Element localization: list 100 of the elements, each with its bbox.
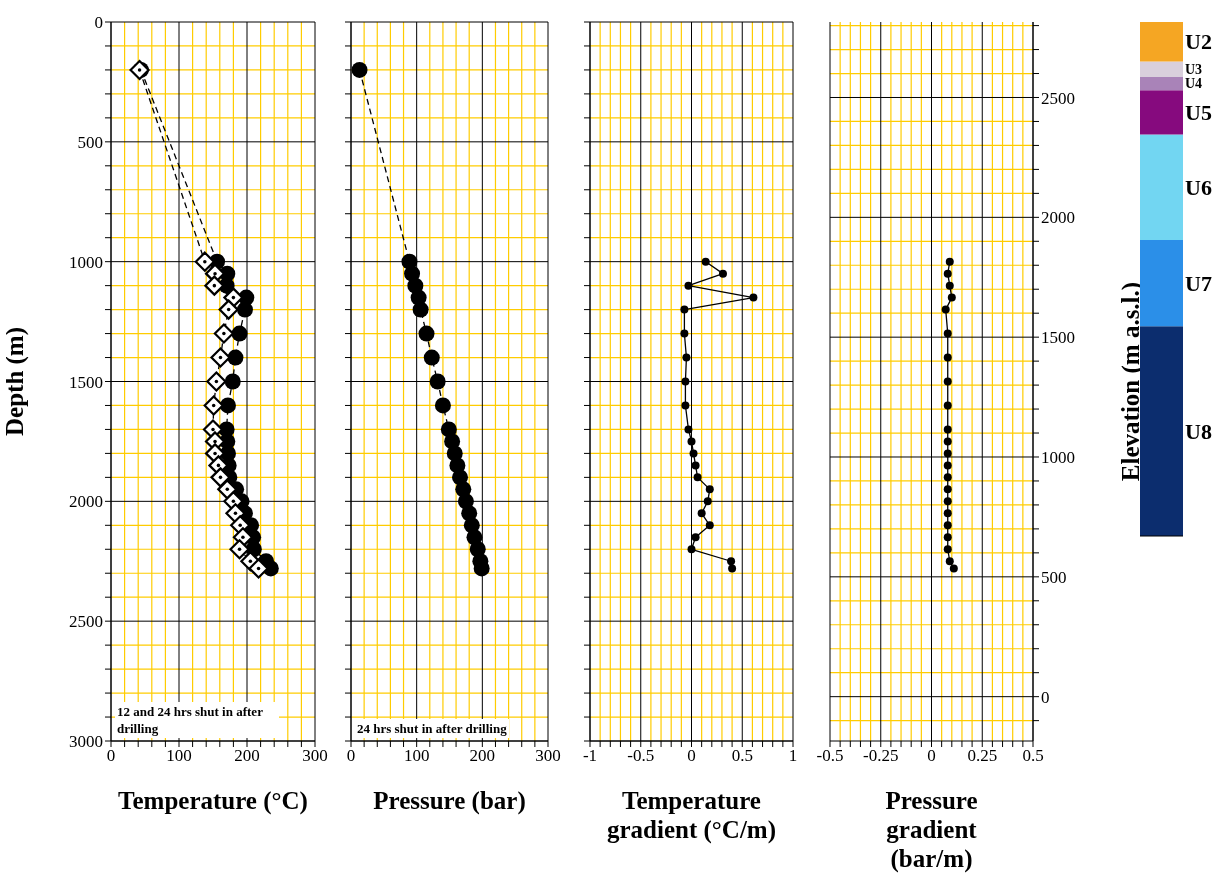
- y-tick-label: 2000: [1041, 208, 1075, 228]
- point: [703, 497, 712, 506]
- x-tick-label: 0: [346, 746, 356, 766]
- point: [943, 449, 952, 458]
- series-label: U7: [1185, 270, 1212, 296]
- series-label: U3: [1185, 61, 1203, 77]
- x-tick-label: -1: [582, 746, 598, 766]
- annotation: 24 hrs shut in after drilling: [355, 719, 509, 738]
- y-tick-label: 1500: [1041, 328, 1075, 348]
- point: [945, 281, 954, 290]
- y-tick-label: 2500: [1041, 88, 1075, 108]
- point: [434, 397, 451, 414]
- point: [693, 473, 702, 482]
- y-tick-label: 500: [1041, 567, 1067, 587]
- x-tick-label: -0.25: [863, 746, 899, 766]
- bar: [1140, 134, 1183, 240]
- series-label: U4: [1185, 76, 1203, 92]
- point: [217, 479, 238, 500]
- point: [684, 425, 693, 434]
- x-tick-label: 0.25: [967, 746, 998, 766]
- x-tick-label: 0.5: [1022, 746, 1044, 766]
- point: [210, 467, 231, 488]
- x-tick-label: 0: [106, 746, 116, 766]
- x-tick-label: 1: [788, 746, 798, 766]
- x-tick-label: -0.5: [627, 746, 655, 766]
- point: [224, 373, 241, 390]
- point: [943, 377, 952, 386]
- point: [691, 461, 700, 470]
- point: [213, 323, 234, 344]
- point: [947, 293, 956, 302]
- point: [429, 373, 446, 390]
- point: [236, 301, 253, 318]
- point: [412, 301, 429, 318]
- point: [351, 61, 368, 78]
- y-tick-label: 1000: [1041, 448, 1075, 468]
- point: [943, 269, 952, 278]
- point: [943, 461, 952, 470]
- point: [423, 349, 440, 366]
- point: [949, 564, 958, 573]
- point: [689, 449, 698, 458]
- point: [194, 251, 215, 272]
- point: [210, 347, 231, 368]
- point: [701, 257, 710, 266]
- point: [705, 485, 714, 494]
- x-tick-label: 200: [469, 746, 496, 766]
- point: [943, 401, 952, 410]
- point: [943, 497, 952, 506]
- point: [682, 353, 691, 362]
- point: [681, 377, 690, 386]
- point: [229, 539, 250, 560]
- point: [943, 353, 952, 362]
- point: [728, 564, 737, 573]
- y-tick-label: 2000: [69, 492, 103, 512]
- point: [727, 557, 736, 566]
- point: [203, 395, 224, 416]
- annotation: 12 and 24 hrs shut in after drilling: [115, 702, 279, 738]
- y-axis-title: Elevation (m a.s.l.): [1116, 281, 1145, 482]
- point: [943, 545, 952, 554]
- point: [684, 281, 693, 290]
- point: [945, 557, 954, 566]
- point: [418, 325, 435, 342]
- point: [204, 275, 225, 296]
- point: [749, 293, 758, 302]
- x-tick-label: 0: [927, 746, 936, 766]
- point: [218, 299, 239, 320]
- bar: [1140, 22, 1183, 62]
- x-tick-label: 300: [302, 746, 328, 766]
- x-tick-label: 0: [687, 746, 696, 766]
- y-tick-label: 3000: [69, 732, 103, 752]
- x-axis-title: Temperature (°C): [117, 786, 309, 815]
- point: [681, 401, 690, 410]
- bar: [1140, 77, 1183, 91]
- x-tick-label: -0.5: [816, 746, 844, 766]
- bar: [1140, 90, 1183, 135]
- point: [943, 329, 952, 338]
- y-tick-label: 500: [77, 132, 103, 152]
- y-tick-label: 1000: [69, 252, 103, 272]
- point: [941, 305, 950, 314]
- point: [943, 473, 952, 482]
- series-label: U8: [1185, 418, 1212, 444]
- y-axis-title: Depth (m): [0, 326, 29, 437]
- point: [687, 437, 696, 446]
- y-tick-label: 0: [94, 13, 103, 33]
- point: [943, 509, 952, 518]
- point: [687, 545, 696, 554]
- x-axis-title: Pressure (bar): [372, 786, 527, 815]
- bar: [1140, 61, 1183, 77]
- point: [943, 485, 952, 494]
- series-label: U2: [1185, 29, 1212, 55]
- y-tick-label: 1500: [69, 372, 103, 392]
- y-tick-label: 0: [1041, 687, 1050, 707]
- point: [231, 325, 248, 342]
- point: [248, 558, 269, 579]
- y-tick-label: 2500: [69, 612, 103, 632]
- point: [943, 533, 952, 542]
- x-axis-title: Pressure gradient (bar/m): [884, 786, 979, 873]
- point: [680, 329, 689, 338]
- x-tick-label: 100: [166, 746, 192, 766]
- series-label: U6: [1185, 174, 1212, 200]
- point: [691, 533, 700, 542]
